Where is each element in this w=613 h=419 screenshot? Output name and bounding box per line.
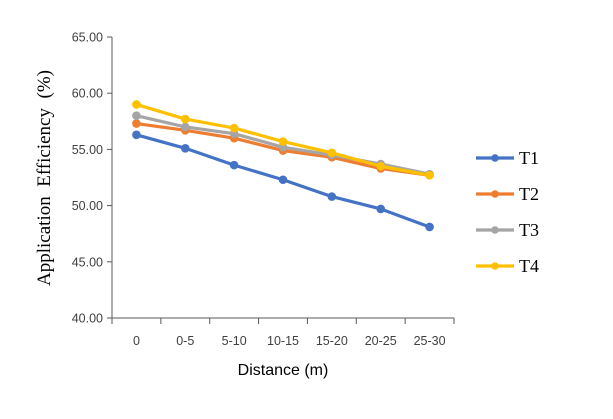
data-point bbox=[376, 161, 386, 171]
data-point bbox=[425, 170, 434, 180]
y-tick-label: 55.00 bbox=[72, 143, 103, 157]
legend-swatch-marker bbox=[491, 262, 499, 270]
x-tick-label: 25-30 bbox=[414, 334, 446, 348]
x-tick-label: 15-20 bbox=[316, 334, 348, 348]
legend-item-t1: T1 bbox=[476, 148, 539, 168]
y-tick-label: 60.00 bbox=[72, 87, 103, 101]
y-tick-label: 40.00 bbox=[72, 312, 103, 326]
data-point bbox=[327, 192, 337, 201]
legend-item-t2: T2 bbox=[476, 184, 539, 204]
legend-label: T2 bbox=[519, 184, 539, 204]
data-point bbox=[229, 123, 239, 133]
x-axis: 0 0-5 5-10 10-15 15-20 20-25 25-30 bbox=[111, 317, 455, 348]
data-point bbox=[278, 137, 288, 146]
data-point bbox=[180, 143, 190, 153]
y-tick-label: 65.00 bbox=[72, 31, 103, 45]
legend-swatch-marker bbox=[491, 226, 499, 234]
legend-item-t4: T4 bbox=[476, 256, 539, 276]
data-point bbox=[132, 111, 141, 120]
x-tick-label: 5-10 bbox=[222, 334, 247, 348]
data-point bbox=[425, 222, 434, 232]
legend-swatch-marker bbox=[491, 154, 499, 162]
x-tick-label: 0 bbox=[133, 334, 140, 348]
legend-label: T3 bbox=[519, 220, 539, 240]
y-axis: 40.00 45.00 50.00 55.00 60.00 65.00 bbox=[72, 31, 113, 326]
y-axis-title: Application Efficiency (%) bbox=[34, 70, 55, 286]
legend-swatch-marker bbox=[491, 190, 499, 198]
legend-label: T4 bbox=[519, 256, 539, 276]
legend: T1 T2 T3 T4 bbox=[476, 148, 539, 276]
y-tick-label: 50.00 bbox=[72, 199, 103, 213]
series-layer bbox=[132, 100, 434, 232]
y-tick-label: 45.00 bbox=[72, 255, 103, 269]
series-t1 bbox=[132, 130, 434, 232]
data-point bbox=[278, 175, 288, 185]
data-point bbox=[180, 122, 190, 132]
data-point bbox=[180, 114, 190, 124]
data-point bbox=[132, 130, 141, 140]
x-tick-label: 0-5 bbox=[176, 334, 194, 348]
data-point bbox=[327, 148, 337, 158]
data-point bbox=[376, 204, 386, 214]
x-tick-label: 20-25 bbox=[365, 334, 397, 348]
series-t4 bbox=[132, 100, 434, 180]
data-point bbox=[132, 100, 141, 109]
legend-item-t3: T3 bbox=[476, 220, 539, 240]
x-tick-label: 10-15 bbox=[267, 334, 299, 348]
legend-label: T1 bbox=[519, 148, 539, 168]
data-point bbox=[132, 119, 141, 128]
data-point bbox=[229, 160, 239, 170]
x-axis-title: Distance (m) bbox=[238, 362, 329, 379]
